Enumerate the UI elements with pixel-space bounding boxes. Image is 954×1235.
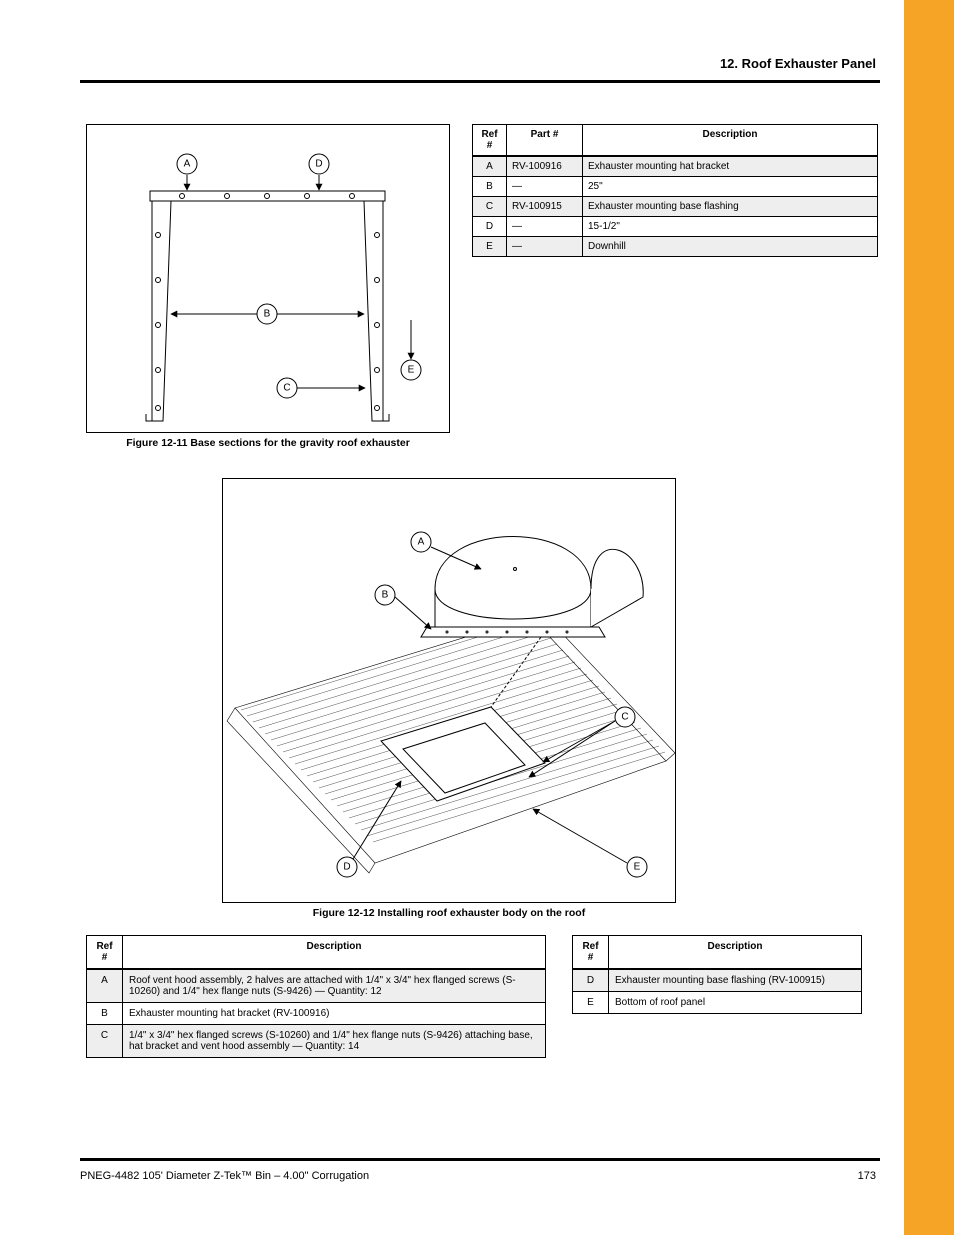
svg-text:A: A	[418, 537, 425, 548]
parts-table-1: Ref # Part # Description A RV-100916 Exh…	[472, 124, 878, 257]
rule-top	[80, 80, 880, 83]
parts-table-3: Ref # Description D Exhauster mounting b…	[572, 935, 862, 1014]
table-row: D — 15-1/2"	[473, 217, 878, 237]
col-ref: Ref #	[87, 936, 123, 970]
table-row: C 1/4" x 3/4" hex flanged screws (S-1026…	[87, 1025, 546, 1058]
figure-12-11-label: Figure 12-11 Base sections for the gravi…	[86, 437, 450, 449]
col-ref: Ref #	[473, 125, 507, 157]
table-row: E Bottom of roof panel	[573, 992, 862, 1014]
page: 12. Roof Exhauster Panel	[0, 0, 954, 1235]
figure-12-11: A D B C E Figure 12-11 Base sections for…	[86, 124, 450, 449]
figure-12-12: A B C D E Figure 12-12 Installing roof e…	[222, 478, 676, 919]
svg-text:D: D	[315, 159, 322, 170]
table-row: C RV-100915 Exhauster mounting base flas…	[473, 197, 878, 217]
footer-left: PNEG-4482 105' Diameter Z-Tek™ Bin – 4.0…	[80, 1170, 369, 1182]
svg-text:C: C	[621, 712, 628, 723]
col-desc: Description	[583, 125, 878, 157]
table-row: A RV-100916 Exhauster mounting hat brack…	[473, 156, 878, 177]
footer-right: 173	[858, 1170, 876, 1182]
rule-bottom	[80, 1158, 880, 1161]
svg-text:B: B	[264, 309, 271, 320]
table-row: B — 25"	[473, 177, 878, 197]
figure-12-12-label: Figure 12-12 Installing roof exhauster b…	[222, 907, 676, 919]
svg-text:C: C	[283, 383, 290, 394]
chapter-title: 12. Roof Exhauster Panel	[720, 56, 876, 71]
col-ref: Ref #	[573, 936, 609, 970]
svg-text:A: A	[184, 159, 191, 170]
table-row: D Exhauster mounting base flashing (RV-1…	[573, 969, 862, 992]
svg-text:B: B	[382, 590, 389, 601]
table-row: E — Downhill	[473, 237, 878, 257]
col-desc: Description	[123, 936, 546, 970]
figure-12-12-svg: A B C D E	[223, 479, 677, 899]
col-part: Part #	[507, 125, 583, 157]
col-desc: Description	[609, 936, 862, 970]
figure-12-11-svg: A D B C E	[87, 125, 451, 429]
svg-text:D: D	[343, 862, 350, 873]
svg-text:E: E	[408, 365, 415, 376]
parts-table-2: Ref # Description A Roof vent hood assem…	[86, 935, 546, 1058]
table-row: A Roof vent hood assembly, 2 halves are …	[87, 969, 546, 1003]
svg-text:E: E	[634, 862, 641, 873]
table-row: B Exhauster mounting hat bracket (RV-100…	[87, 1003, 546, 1025]
side-stripe	[904, 0, 954, 1235]
